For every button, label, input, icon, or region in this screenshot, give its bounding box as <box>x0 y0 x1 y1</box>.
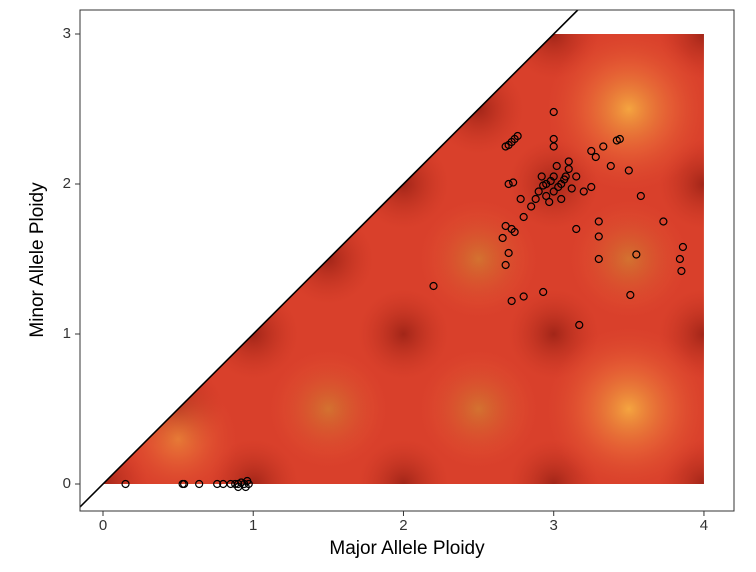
point <box>575 320 584 330</box>
y-tick-label: 0 <box>63 475 71 492</box>
point <box>509 178 518 187</box>
point <box>244 479 253 489</box>
point <box>121 479 130 489</box>
y-tick-label: 2 <box>63 175 71 192</box>
x-tick-label: 2 <box>399 517 407 534</box>
point <box>560 175 569 184</box>
point <box>659 217 668 226</box>
heatmap-dark <box>102 34 149 79</box>
point <box>213 479 222 489</box>
point <box>519 292 528 301</box>
point <box>567 184 576 193</box>
point <box>501 221 510 231</box>
heatmap-dark <box>208 34 299 79</box>
heatmap-glow <box>568 199 689 319</box>
point <box>501 260 510 270</box>
point <box>539 181 548 190</box>
point <box>429 281 438 291</box>
diagonal <box>80 10 579 508</box>
point <box>678 242 688 252</box>
point <box>675 254 685 264</box>
point <box>636 191 645 201</box>
point <box>572 224 581 234</box>
x-tick-label: 1 <box>249 517 257 534</box>
point <box>549 107 558 117</box>
heatmap-glow <box>418 349 539 469</box>
heatmap-dark <box>133 214 224 304</box>
point <box>594 232 603 241</box>
heatmap-cells <box>102 34 704 484</box>
x-tick-label: 3 <box>550 517 558 534</box>
heatmap-glow <box>268 349 389 469</box>
point <box>606 161 615 171</box>
point <box>626 290 635 300</box>
point <box>504 179 513 189</box>
point <box>527 202 536 211</box>
heatmap-dark <box>102 289 149 379</box>
point <box>539 287 548 297</box>
heatmap-dark <box>283 64 374 154</box>
point <box>557 194 566 204</box>
point <box>632 250 641 259</box>
point <box>615 134 624 144</box>
point <box>504 248 513 258</box>
point <box>624 166 633 175</box>
point <box>498 233 507 243</box>
point <box>519 212 528 222</box>
point <box>587 146 596 156</box>
point <box>587 182 596 192</box>
heatmap <box>80 10 704 508</box>
point <box>195 479 204 489</box>
point <box>537 172 546 181</box>
plot-border <box>79 9 735 512</box>
point <box>549 187 558 196</box>
y-axis-title: Minor Allele Ploidy <box>27 182 48 338</box>
point <box>572 172 581 181</box>
point <box>552 161 561 171</box>
y-tick-label: 1 <box>63 325 71 342</box>
point <box>677 266 686 276</box>
point <box>554 182 563 192</box>
point <box>516 194 525 204</box>
y-tick-label: 3 <box>63 25 71 42</box>
point <box>510 227 519 237</box>
heatmap-dark <box>358 439 449 484</box>
heatmap-dark <box>102 139 149 229</box>
point <box>531 194 540 204</box>
heatmap-dark <box>358 289 449 379</box>
point <box>549 142 558 151</box>
point <box>579 187 588 196</box>
x-axis-title: Major Allele Ploidy <box>329 538 485 559</box>
x-tick-label: 0 <box>99 517 107 534</box>
heatmap-glow <box>118 379 239 484</box>
point <box>564 157 573 166</box>
point <box>180 479 189 489</box>
point <box>591 152 600 162</box>
point <box>507 296 516 306</box>
x-tick-label: 4 <box>700 517 708 534</box>
heatmap-dark <box>208 139 299 229</box>
point <box>594 254 603 264</box>
heatmap-dark <box>133 64 224 154</box>
point <box>546 176 555 186</box>
point <box>534 187 543 196</box>
point <box>545 197 554 207</box>
point <box>594 217 603 226</box>
heatmap-glow <box>546 326 704 484</box>
heatmap-dark <box>358 34 449 79</box>
point <box>513 131 522 141</box>
points <box>121 107 688 492</box>
point <box>599 142 608 151</box>
